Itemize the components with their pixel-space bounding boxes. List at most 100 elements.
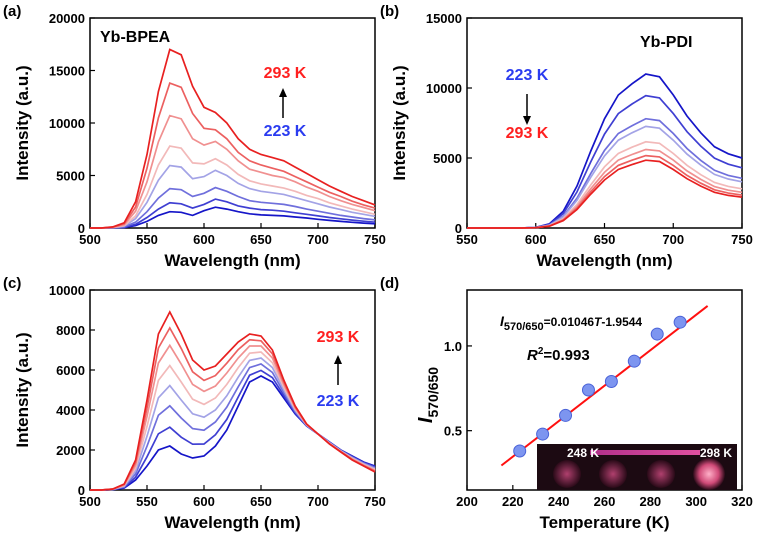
r-squared: R2=0.993 [527,346,590,364]
y-tick-label: 0.5 [444,424,462,439]
x-tick-label: 220 [502,494,524,509]
r2-part: R [527,347,538,364]
annotation: 223 K [264,123,307,140]
annotation: 293 K [506,125,549,142]
panel: (d) 200 220 240 260 280 300 320 0.5 1.0 Temperatur… [380,275,753,532]
x-axis-title: Temperature (K) [539,513,669,532]
x-tick-label: 650 [250,232,272,247]
y-axis-title: Intensity (a.u.) [13,332,32,447]
y-tick-label: 2000 [56,443,85,458]
equation-part: T [594,315,603,329]
x-tick-label: 750 [731,232,753,247]
y-tick-label: 6000 [56,363,85,378]
equation-part: =0.01046 [544,315,595,329]
y-axis-title: I570/650 [415,367,441,423]
panel: (a) 500 550 600 650 700 750 0 5000 10000 15000 2000… [3,3,386,270]
x-tick-label: 260 [594,494,616,509]
panel: (b) 550 600 650 700 750 0 5000 10000 15000 Wavelen… [380,3,753,270]
y-title-sub: 570/650 [425,367,441,418]
x-tick-label: 650 [594,232,616,247]
y-axis-title: Intensity (a.u.) [13,65,32,180]
y-tick-label: 8000 [56,323,85,338]
inset-label: 248 K [567,446,599,460]
x-tick-label: 600 [525,232,547,247]
inset-sample [553,460,581,488]
panel: (c) 500 550 600 650 700 750 0 2000 4000 6000 8000 10… [3,275,386,532]
inset-photo: 248 K 298 K [537,444,737,490]
y-tick-label: 0 [78,483,85,498]
x-tick-label: 750 [364,232,386,247]
x-tick-label: 650 [250,494,272,509]
x-tick-label: 600 [193,232,215,247]
inset-sample [693,458,725,490]
equation-part: I [500,313,505,329]
inset-sample [647,460,675,488]
annotation: 223 K [506,67,549,84]
x-tick-label: 320 [731,494,753,509]
data-point [536,427,550,441]
spectrum-line [90,310,376,491]
y-tick-label: 10000 [49,283,85,298]
plot-frame [89,289,376,491]
inset-label: 298 K [700,446,732,460]
x-tick-label: 500 [79,232,101,247]
spectrum-line [467,94,743,229]
panel-label: (b) [380,3,399,20]
y-axis-title: Intensity (a.u.) [390,65,409,180]
r2-part: =0.993 [543,347,589,364]
spectrum-line [90,186,376,229]
y-tick-label: 0 [455,221,462,236]
annotation: 223 K [317,393,360,410]
data-point [673,315,687,329]
x-tick-label: 240 [548,494,570,509]
plot-frame [89,17,376,229]
annotation: Yb-BPEA [100,29,171,46]
x-tick-label: 700 [307,232,329,247]
equation-sub: 570/650 [504,321,544,333]
arrow-head [279,88,287,97]
r2-sup: 2 [538,346,544,357]
annotation: Yb-PDI [640,34,692,51]
y-tick-label: 10000 [49,116,85,131]
panel-label: (a) [3,3,21,20]
x-tick-label: 700 [307,494,329,509]
x-tick-label: 280 [639,494,661,509]
x-tick-label: 200 [456,494,478,509]
y-tick-label: 15000 [426,11,462,26]
spectrum-line [90,164,376,229]
inset-sample [599,460,627,488]
data-point [559,408,573,422]
spectrum-line [90,198,376,229]
x-axis-title: Wavelength (nm) [536,251,672,270]
panel-label: (d) [380,275,399,292]
y-tick-label: 5000 [56,169,85,184]
y-tick-label: 10000 [426,81,462,96]
panel-label: (c) [3,275,21,292]
data-point [581,383,595,397]
y-tick-label: 15000 [49,64,85,79]
equation-part: -1.9544 [601,315,642,329]
y-tick-label: 1.0 [444,339,462,354]
plot-frame [466,17,743,229]
fit-line [500,305,709,467]
arrow-head [334,355,342,364]
annotation: 293 K [317,329,360,346]
x-tick-label: 550 [456,232,478,247]
x-axis-title: Wavelength (nm) [164,513,300,532]
inset-bar [590,450,700,455]
y-tick-label: 4000 [56,403,85,418]
spectrum-line [90,114,376,229]
spectrum-line [90,145,376,229]
data-point [604,375,618,389]
y-title-main: I [415,417,437,423]
data-point [627,354,641,368]
x-tick-label: 550 [136,494,158,509]
x-axis-title: Wavelength (nm) [164,251,300,270]
x-tick-label: 600 [193,494,215,509]
spectrum-line [467,159,743,229]
y-tick-label: 0 [78,221,85,236]
spectrum-line [90,48,376,229]
data-point [513,444,527,458]
spectrum-line [90,206,376,229]
